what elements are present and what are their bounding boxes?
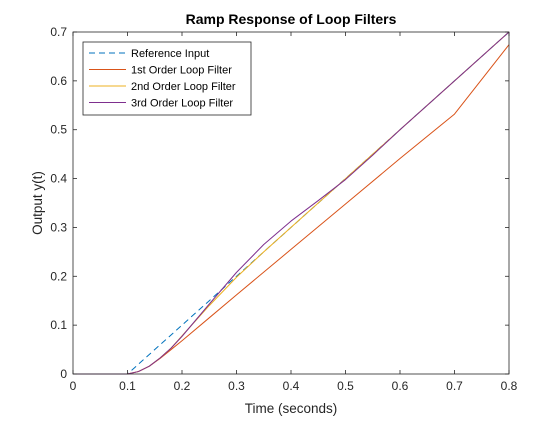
y-tick-label: 0.7 <box>50 25 67 39</box>
legend-entry-label: 3rd Order Loop Filter <box>131 98 233 110</box>
x-tick-label: 0.2 <box>174 379 191 393</box>
y-tick-label: 0.4 <box>50 172 67 186</box>
x-tick-label: 0.6 <box>392 379 409 393</box>
y-tick-label: 0.1 <box>50 318 67 332</box>
chart-title: Ramp Response of Loop Filters <box>186 11 397 27</box>
tick-layer: 0 0.1 0.2 0.3 0.4 0.5 0.6 0.7 0.8 0 0.1 0.2 0.3 0.4 0.… <box>50 25 517 393</box>
legend-entry-label: Reference Input <box>131 48 209 60</box>
legend-entry-label: 1st Order Loop Filter <box>131 65 232 77</box>
x-axis-label: Time (seconds) <box>245 401 338 416</box>
x-tick-label: 0 <box>70 379 77 393</box>
y-tick-label: 0.5 <box>50 123 67 137</box>
legend-entry-label: 2nd Order Loop Filter <box>131 81 236 93</box>
x-tick-label: 0.3 <box>228 379 245 393</box>
x-tick-label: 0.4 <box>283 379 300 393</box>
x-tick-label: 0.5 <box>337 379 354 393</box>
y-tick-label: 0.3 <box>50 220 67 234</box>
legend: Reference Input 1st Order Loop Filter 2nd … <box>82 41 252 116</box>
y-axis-label: Output y(t) <box>30 171 45 235</box>
series-line-4 <box>73 31 510 375</box>
x-tick-label: 0.1 <box>119 379 136 393</box>
y-tick-label: 0.6 <box>50 74 67 88</box>
x-tick-label: 0.8 <box>501 379 518 393</box>
y-tick-label: 0 <box>60 367 67 381</box>
x-tick-label: 0.7 <box>446 379 463 393</box>
y-tick-label: 0.2 <box>50 269 67 283</box>
